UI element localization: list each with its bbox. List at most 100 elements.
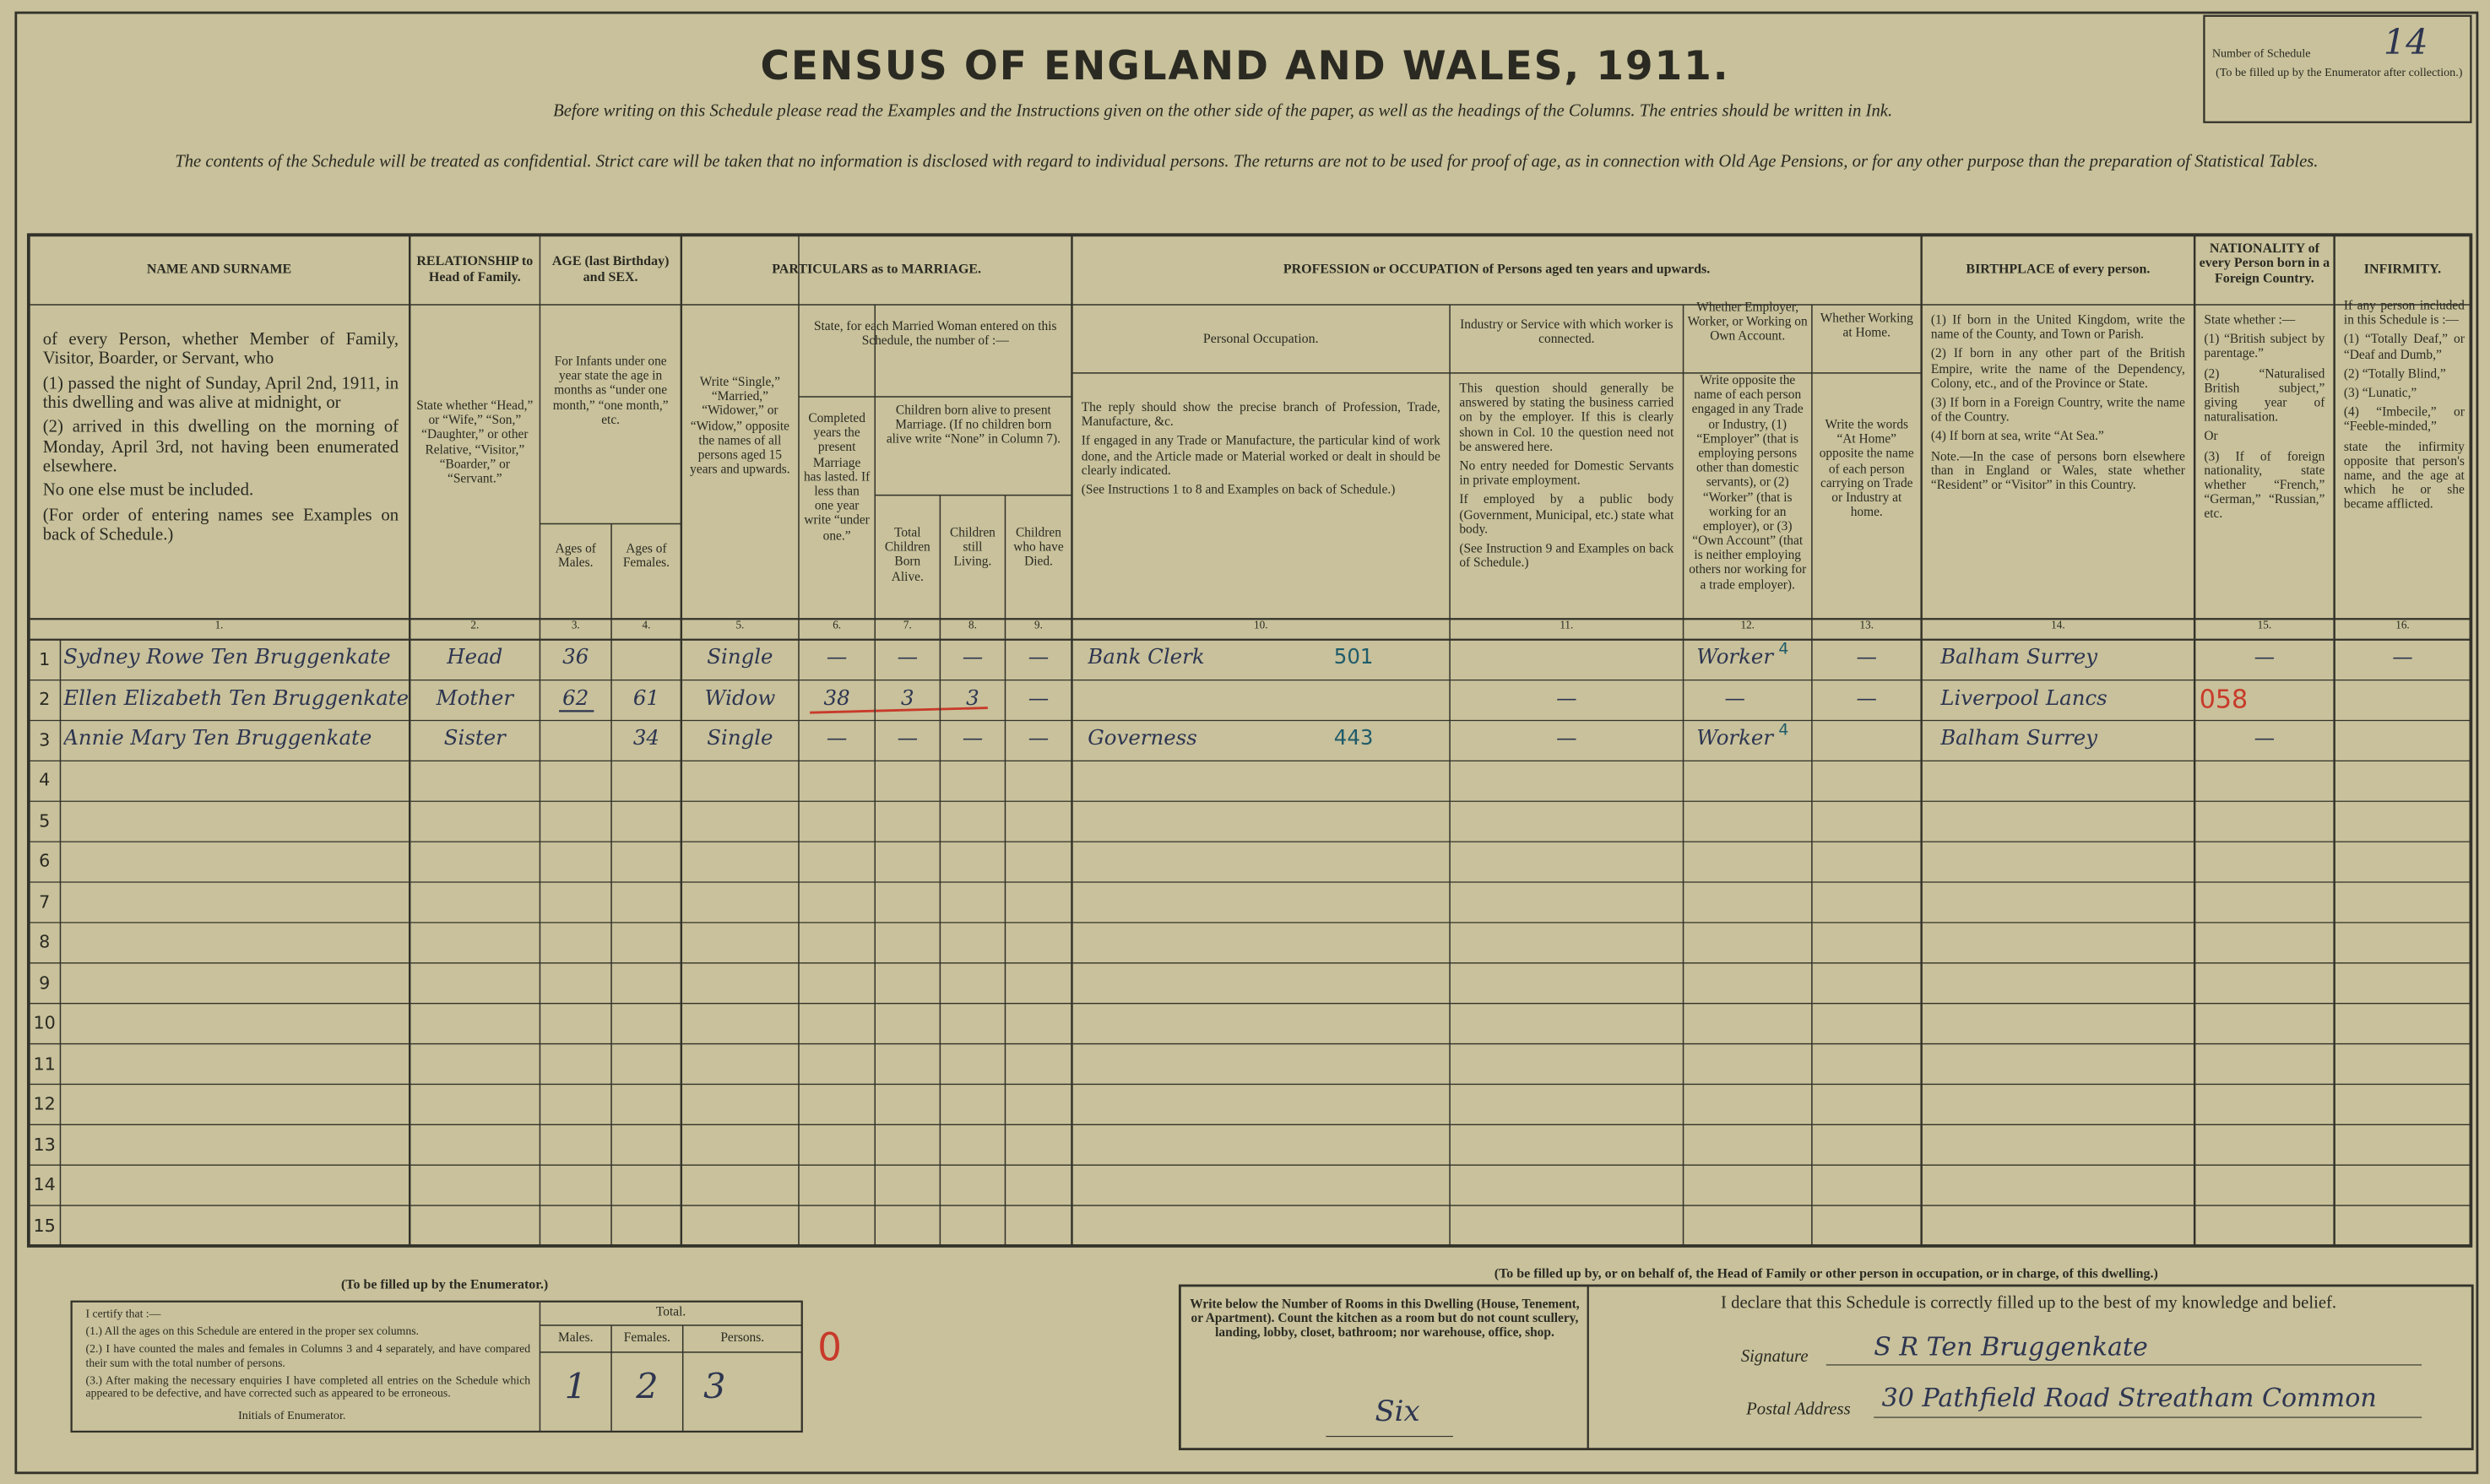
entry-nationality: — <box>2254 727 2276 752</box>
column-number: 12. <box>1740 620 1755 632</box>
householder-title: (To be filled up by, or on behalf of, th… <box>1494 1265 2158 1281</box>
entry-years-married: 38 <box>823 686 850 712</box>
subheading: Personal Occupation. <box>1202 329 1319 346</box>
entry-occupation: Governess <box>1088 727 1197 752</box>
entry-condition: Single <box>707 647 773 671</box>
column-number: 2. <box>470 620 480 632</box>
entry-at-home: — <box>1856 647 1877 671</box>
line-number: 15 <box>33 1215 56 1236</box>
column-number: 10. <box>1254 620 1268 632</box>
entry-occupation-code: 443 <box>1333 727 1374 752</box>
persons-total: 3 <box>703 1368 726 1408</box>
line-number: 8 <box>39 932 51 953</box>
column-number: 1. <box>214 620 224 632</box>
entry-relationship: Sister <box>443 727 506 752</box>
subheading: Ages of Males. <box>555 541 596 571</box>
line-number: 9 <box>39 972 51 994</box>
entry-condition: Single <box>707 727 773 752</box>
subheading-line: If employed by a public body (Government… <box>1459 492 1674 536</box>
entry-nationality: — <box>2254 647 2276 671</box>
heading: RELATIONSHIP to Head of Family. <box>416 252 534 284</box>
total-label: Total. <box>655 1304 686 1319</box>
subheading-line: Or <box>2204 429 2218 444</box>
males-label: Males. <box>558 1330 594 1345</box>
line-number: 12 <box>33 1093 56 1115</box>
schedule-number: 14 <box>2383 23 2428 63</box>
column-number: 3. <box>571 620 580 632</box>
declaration: I declare that this Schedule is correctl… <box>1721 1293 2337 1313</box>
subheading-line: (3) “Lunatic,” <box>2343 385 2417 400</box>
subheading: State, for each Married Woman entered on… <box>813 318 1057 349</box>
subheading-line: (4) If born at sea, write “At Sea.” <box>1930 429 2104 444</box>
heading: INFIRMITY. <box>2363 260 2442 277</box>
column-number: 7. <box>903 620 912 632</box>
confidential-note: The contents of the Schedule will be tre… <box>175 152 2319 172</box>
entry-name: Ellen Elizabeth Ten Bruggenkate <box>63 686 410 712</box>
name-instructions-line: No one else must be included. <box>42 481 254 501</box>
heading: BIRTHPLACE of every person. <box>1966 260 2151 277</box>
entry-age-male: 62 <box>562 686 589 712</box>
subheading-line: This question should generally be answer… <box>1459 381 1674 454</box>
line-number: 2 <box>39 689 51 711</box>
line-number: 4 <box>39 770 51 792</box>
entry-children-died: — <box>1028 686 1050 712</box>
entry-birthplace: Balham Surrey <box>1940 647 2098 671</box>
initials-label: Initials of Enumerator. <box>238 1409 346 1422</box>
line-number: 7 <box>39 891 51 913</box>
column-number: 16. <box>2395 620 2410 632</box>
name-instructions-line: (1) passed the night of Sunday, April 2n… <box>42 374 399 413</box>
entry-birthplace: Balham Surrey <box>1940 727 2098 752</box>
line-number: 11 <box>33 1053 56 1075</box>
subheading-line: (2) If born in any other part of the Bri… <box>1930 346 2185 391</box>
subheading-line: (2) “Naturalised British subject,” givin… <box>2204 366 2325 425</box>
entry-children-died: — <box>1028 647 1050 671</box>
entry-name: Sydney Rowe Ten Bruggenkate <box>63 647 391 671</box>
line-number: 6 <box>39 851 51 872</box>
schedule-label: Number of Schedule <box>2211 47 2311 61</box>
entry-children-living: — <box>962 647 984 671</box>
certificate-line: I certify that :— <box>85 1306 161 1321</box>
name-instructions-line: (2) arrived in this dwelling on the morn… <box>42 417 399 476</box>
schedule-note: (To be filled up by the Enumerator after… <box>2216 66 2463 80</box>
subheading: State whether :— (1) “British subject by … <box>2198 310 2331 611</box>
entry-children-born: 3 <box>901 686 914 712</box>
entry-employment: Worker <box>1696 647 1774 671</box>
subheading: The reply should show the precise branch… <box>1075 397 1446 611</box>
subheading-line: (4) “Imbecile,” or “Feeble-minded,” <box>2343 404 2465 434</box>
line-number: 3 <box>39 729 51 751</box>
subheading: Children who have Died. <box>1013 525 1064 569</box>
entry-children-living: 3 <box>966 686 979 712</box>
entry-occupation: Bank Clerk <box>1088 647 1205 671</box>
heading: NAME AND SURNAME <box>146 260 292 277</box>
subheading: Ages of Females. <box>622 541 670 571</box>
entry-relationship: Head <box>447 647 503 671</box>
subheading: Children still Living. <box>949 525 995 569</box>
entry-employment: Worker <box>1696 727 1774 752</box>
signature-label: Signature <box>1740 1347 1809 1367</box>
name-instructions: of every Person, whether Member of Famil… <box>35 325 406 610</box>
line-number: 13 <box>33 1134 56 1156</box>
line-number: 5 <box>39 810 51 831</box>
entry-employment-code: 4 <box>1778 641 1789 659</box>
check-mark: 0 <box>817 1324 843 1369</box>
males-total: 1 <box>564 1368 587 1408</box>
address-label: Postal Address <box>1746 1400 1851 1419</box>
subheading: If any person included in this Schedule … <box>2337 295 2471 613</box>
column-number: 15. <box>2257 620 2272 632</box>
certificate-line: (3.) After making the necessary enquirie… <box>85 1372 531 1400</box>
subheading-line: If engaged in any Trade or Manufacture, … <box>1081 433 1440 478</box>
entry-children-born: — <box>897 647 919 671</box>
certificate-line: (1.) All the ages on this Schedule are e… <box>85 1324 420 1339</box>
column-number: 8. <box>968 620 977 632</box>
entry-birthplace: Liverpool Lancs <box>1940 686 2108 712</box>
heading: NATIONALITY of every Person born in a Fo… <box>2199 239 2330 285</box>
column-number: 6. <box>833 620 842 632</box>
address: 30 Pathfield Road Streatham Common <box>1881 1382 2377 1413</box>
subheading-line: (See Instruction 9 and Examples on back … <box>1459 540 1674 571</box>
subheading-line: (3) If of foreign nationality, state whe… <box>2204 448 2325 522</box>
subheading: For Infants under one year state the age… <box>552 354 669 427</box>
column-number: 5. <box>735 620 745 632</box>
instruction: Before writing on this Schedule please r… <box>553 101 1893 121</box>
